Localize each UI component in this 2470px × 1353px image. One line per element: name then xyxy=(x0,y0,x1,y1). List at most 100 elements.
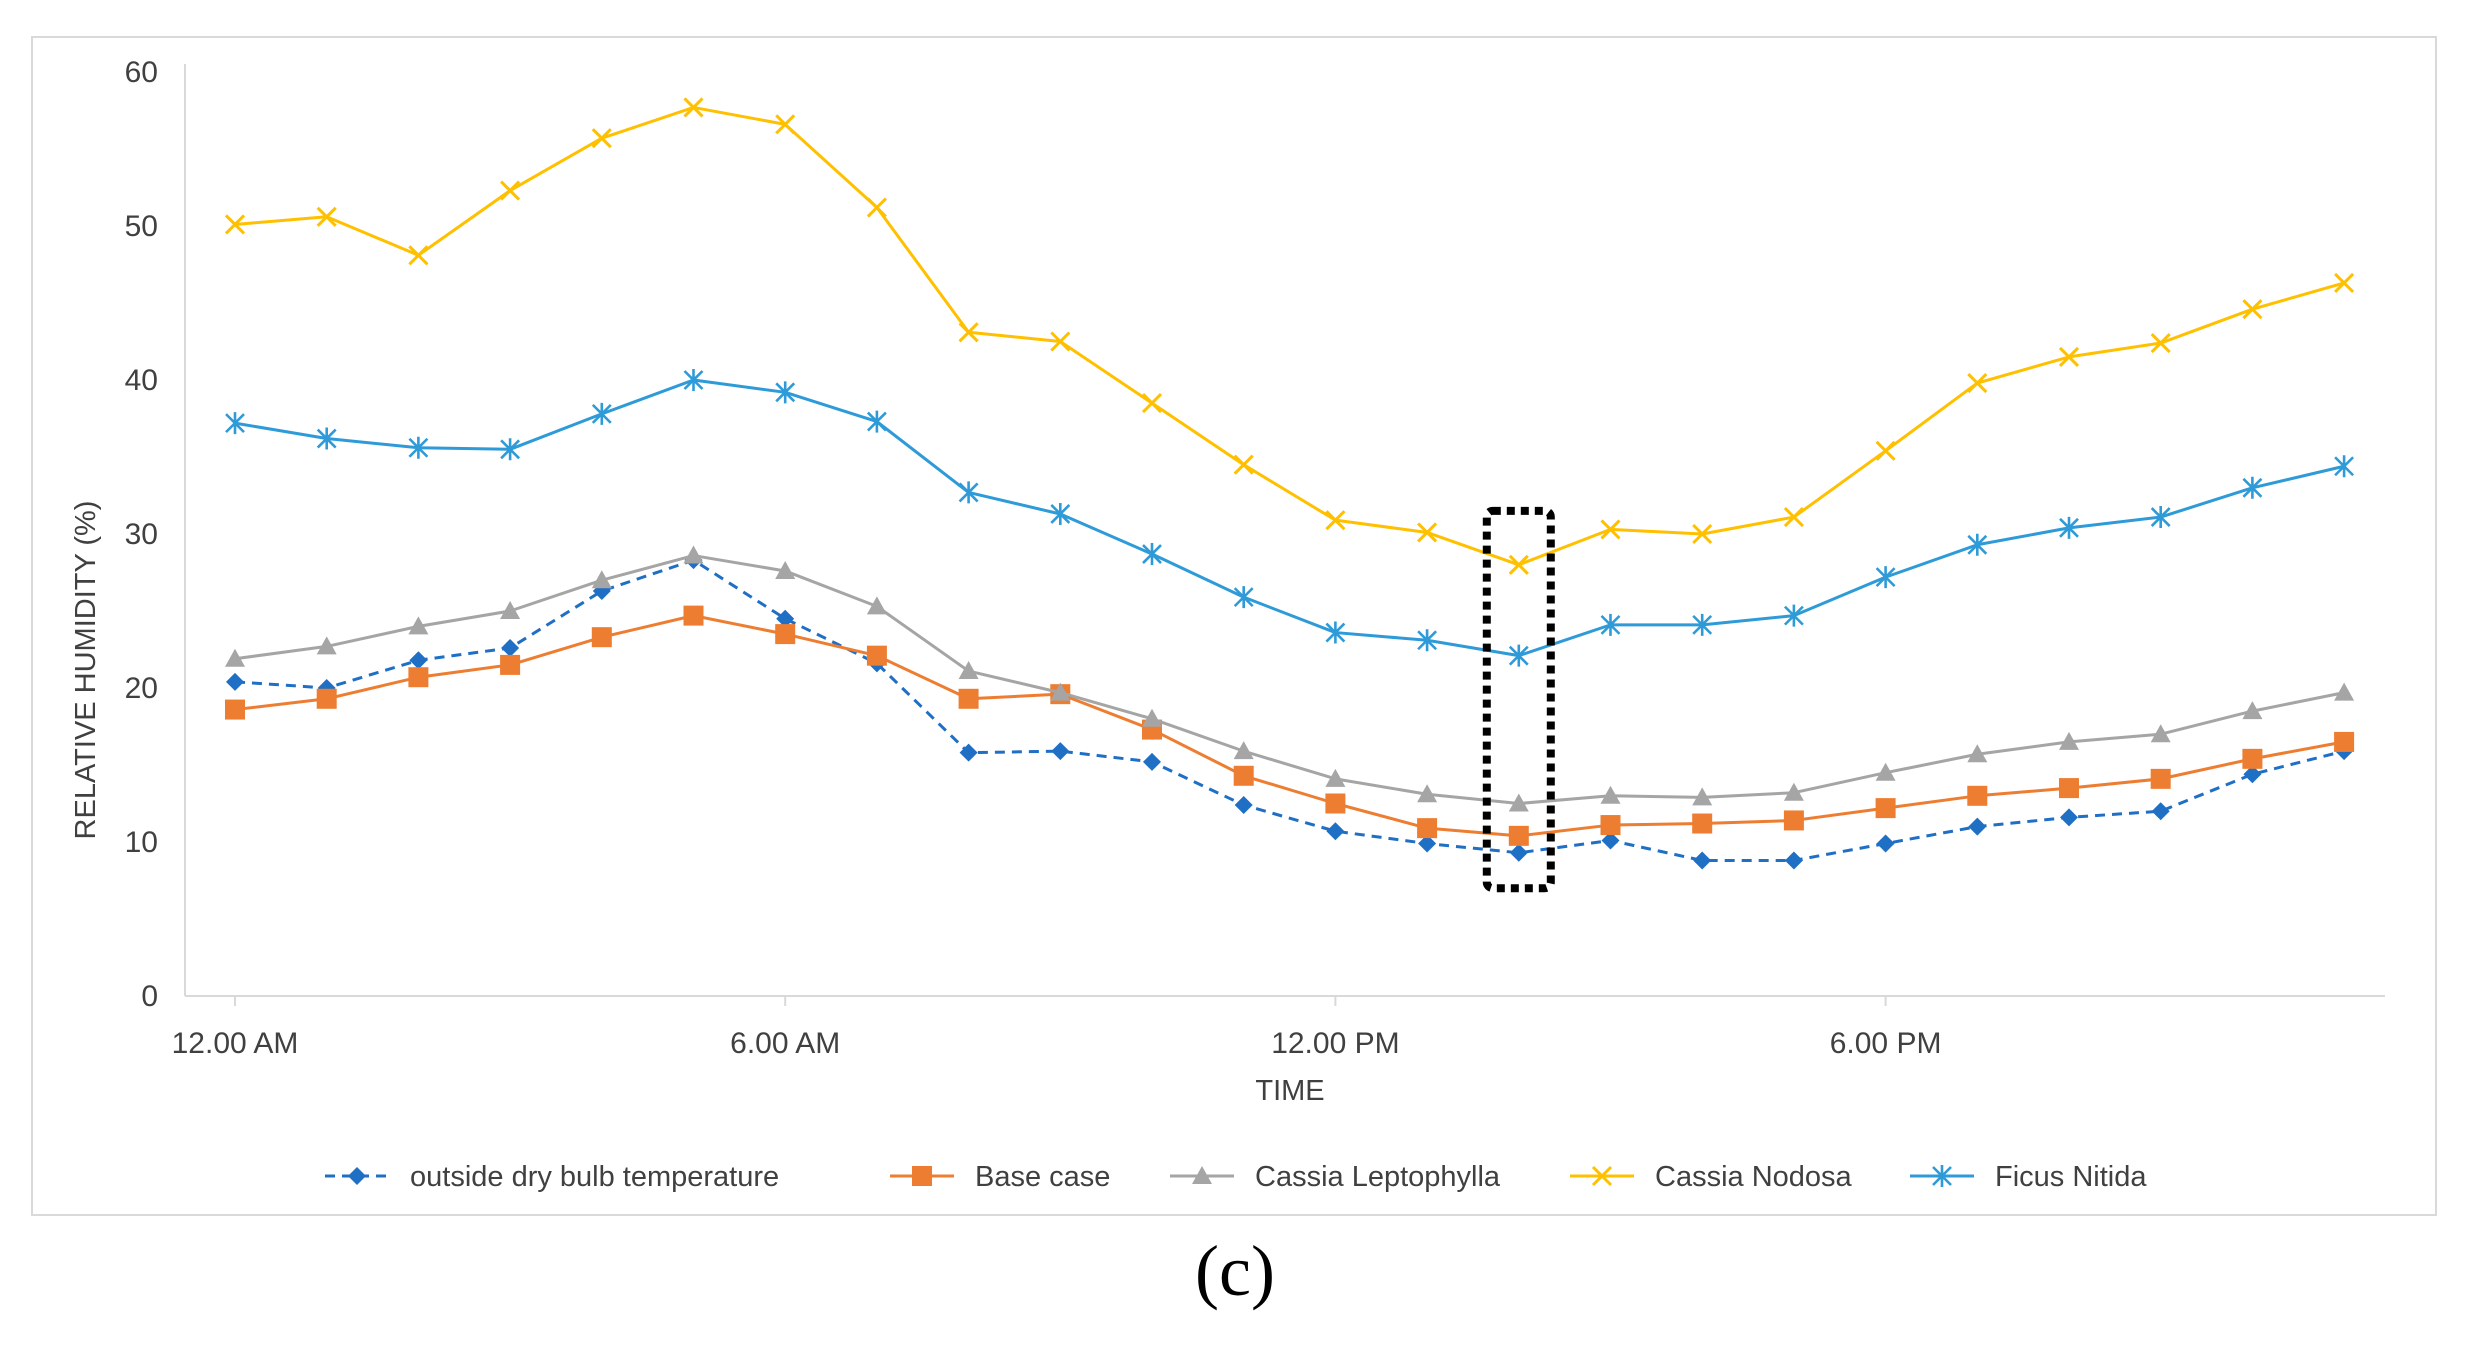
legend-marker xyxy=(1932,1165,1952,1187)
series-line xyxy=(234,105,2345,567)
series-line xyxy=(234,614,2345,838)
data-point xyxy=(408,436,429,459)
data-point xyxy=(1325,510,1346,531)
data-point xyxy=(591,570,612,589)
data-point xyxy=(1692,613,1713,636)
data-point xyxy=(1050,682,1071,701)
legend-marker xyxy=(348,1167,366,1185)
series-line xyxy=(234,558,2345,862)
data-point xyxy=(1600,785,1621,804)
series-base-case xyxy=(225,605,2355,846)
data-point xyxy=(959,743,978,762)
data-point xyxy=(2058,346,2080,367)
data-point xyxy=(1142,543,1162,566)
data-point xyxy=(501,638,520,657)
data-point xyxy=(1968,817,1987,836)
data-point xyxy=(224,214,246,235)
figure-caption: (c) xyxy=(1195,1231,1275,1311)
data-point xyxy=(775,114,796,135)
legend-label: outside dry bulb temperature xyxy=(410,1161,779,1193)
data-point xyxy=(683,545,704,564)
y-tick-label: 60 xyxy=(125,56,158,89)
data-point xyxy=(2243,765,2262,784)
data-point xyxy=(225,412,245,435)
data-point xyxy=(1600,519,1621,540)
data-point xyxy=(316,636,337,655)
data-point xyxy=(1783,604,1804,627)
series-line xyxy=(234,554,2345,805)
data-point xyxy=(1876,834,1895,853)
data-point xyxy=(2334,455,2355,478)
data-point xyxy=(1875,566,1896,589)
data-point xyxy=(1967,533,1988,556)
x-tick-label: 6.00 PM xyxy=(1830,1027,1942,1060)
data-point xyxy=(500,180,521,201)
data-point xyxy=(1508,644,1529,667)
data-point xyxy=(1508,554,1529,575)
legend-label: Cassia Leptophylla xyxy=(1255,1161,1501,1193)
data-point xyxy=(1417,784,1438,803)
data-point xyxy=(1418,834,1437,853)
data-point xyxy=(1051,742,1070,761)
legend-label: Cassia Nodosa xyxy=(1655,1161,1853,1193)
data-point xyxy=(775,560,796,579)
highlight-box xyxy=(1482,506,1555,893)
data-point xyxy=(1967,744,1988,763)
data-point xyxy=(866,645,887,666)
data-point xyxy=(958,322,979,343)
data-point xyxy=(1233,765,1254,786)
data-point xyxy=(2059,778,2079,799)
data-point xyxy=(2151,802,2170,821)
data-point xyxy=(866,197,887,218)
legend-item: Base case xyxy=(890,1161,1110,1193)
x-axis-label: TIME xyxy=(1255,1075,1324,1107)
data-point xyxy=(500,438,521,461)
data-point xyxy=(2242,476,2263,499)
data-point xyxy=(1967,785,1988,806)
data-point xyxy=(1692,813,1713,834)
data-point xyxy=(1783,810,1804,831)
data-point xyxy=(316,206,337,227)
data-point xyxy=(1508,793,1529,812)
x-tick-label: 12.00 AM xyxy=(172,1027,299,1060)
data-point xyxy=(591,128,612,149)
data-point xyxy=(776,609,795,628)
data-point xyxy=(1233,454,1254,475)
data-point xyxy=(1417,818,1438,839)
data-point xyxy=(1875,440,1896,461)
data-point xyxy=(1600,815,1621,836)
y-tick-label: 30 xyxy=(125,518,158,551)
legend-item: Ficus Nitida xyxy=(1910,1161,2147,1193)
data-point xyxy=(683,369,704,391)
data-point xyxy=(591,402,612,425)
data-point xyxy=(2150,724,2171,743)
data-point xyxy=(2059,516,2079,539)
x-tick-label: 12.00 PM xyxy=(1271,1027,1399,1060)
legend-item: outside dry bulb temperature xyxy=(325,1161,779,1193)
data-point xyxy=(1050,502,1071,525)
data-point xyxy=(1234,796,1253,815)
data-point xyxy=(225,648,245,667)
data-point xyxy=(1142,708,1162,727)
data-point xyxy=(2150,768,2171,789)
y-tick-label: 50 xyxy=(125,210,158,243)
data-point xyxy=(316,427,337,450)
x-tick-label: 6.00 AM xyxy=(730,1027,840,1060)
y-tick-label: 40 xyxy=(125,364,158,397)
series-cassia-leptophylla xyxy=(225,545,2355,812)
data-point xyxy=(1509,843,1528,862)
data-point xyxy=(1875,762,1896,781)
data-point xyxy=(1601,831,1620,850)
data-point xyxy=(1233,741,1254,760)
data-point xyxy=(1967,373,1988,394)
data-point xyxy=(591,627,612,648)
data-point xyxy=(2150,332,2171,354)
legend-marker xyxy=(1192,1166,1212,1184)
series-line xyxy=(234,378,2345,658)
y-tick-label: 0 xyxy=(141,980,158,1013)
data-point xyxy=(1233,586,1254,609)
data-point xyxy=(866,410,887,433)
data-point xyxy=(1784,851,1803,870)
data-point xyxy=(1692,523,1713,545)
legend-item: Cassia Nodosa xyxy=(1570,1161,1853,1193)
